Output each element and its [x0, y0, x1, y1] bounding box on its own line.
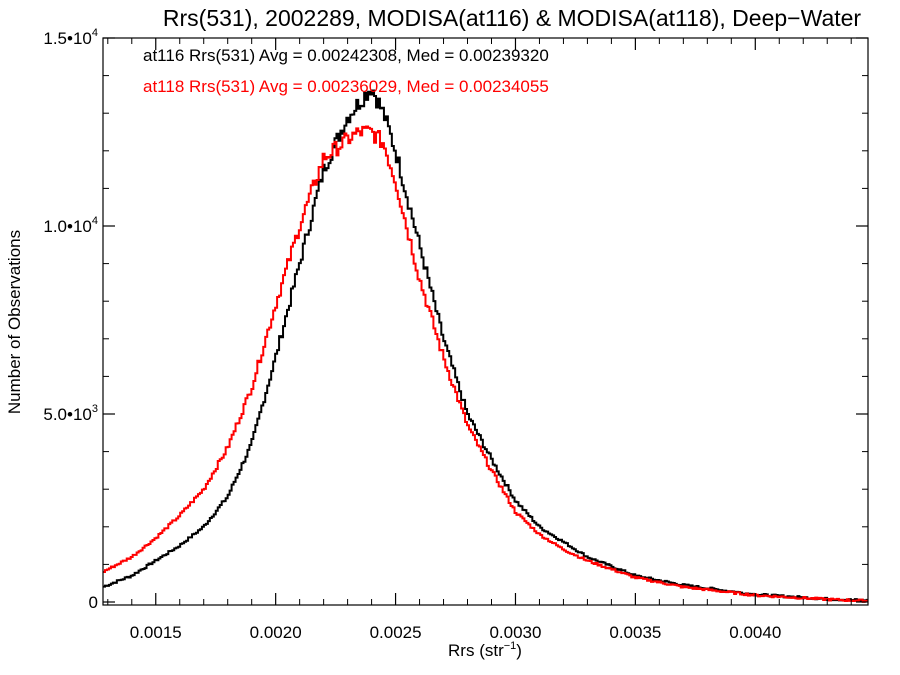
x-tick-label: 0.0025: [370, 623, 422, 642]
chart-title: Rrs(531), 2002289, MODISA(at116) & MODIS…: [163, 5, 862, 31]
x-tick-label: 0.0040: [729, 623, 781, 642]
legend-label-at116: at116 Rrs(531) Avg = 0.00242308, Med = 0…: [143, 46, 549, 65]
y-tick-label-exponent: 4: [92, 27, 98, 39]
y-tick-label-exponent: 3: [92, 403, 98, 415]
y-tick-label: 1.0•104: [43, 215, 98, 236]
series-at118-line: [103, 125, 868, 603]
y-tick-label-exponent: 4: [92, 215, 98, 227]
y-tick-label: 1.5•104: [43, 27, 98, 48]
plot-area: 0.0015 0.0020 0.0025 0.0030 0.0035 0.0040 0 5.0…: [43, 27, 868, 642]
plot-frame: [102, 37, 869, 606]
y-axis-title: Number of Observations: [5, 230, 24, 414]
y-tick-label-base: 1.5•10: [43, 29, 92, 48]
x-axis-title-close: ): [516, 641, 522, 660]
x-tick-label: 0.0020: [250, 623, 302, 642]
y-tick-label-base: 1.0•10: [43, 217, 92, 236]
x-tick-label: 0.0015: [130, 623, 182, 642]
legend-label-at118: at118 Rrs(531) Avg = 0.00236029, Med = 0…: [143, 77, 549, 96]
y-tick-label: 0: [89, 593, 98, 612]
x-axis-title-text: Rrs (str: [448, 641, 504, 660]
x-axis-title: Rrs (str−1): [448, 640, 522, 660]
x-tick-label: 0.0035: [609, 623, 661, 642]
y-tick-label: 5.0•103: [43, 403, 98, 424]
y-tick-label-base: 0: [89, 593, 98, 612]
x-tick-label: 0.0030: [489, 623, 541, 642]
x-axis-title-superscript: −1: [504, 640, 517, 652]
y-tick-label-base: 5.0•10: [43, 405, 92, 424]
